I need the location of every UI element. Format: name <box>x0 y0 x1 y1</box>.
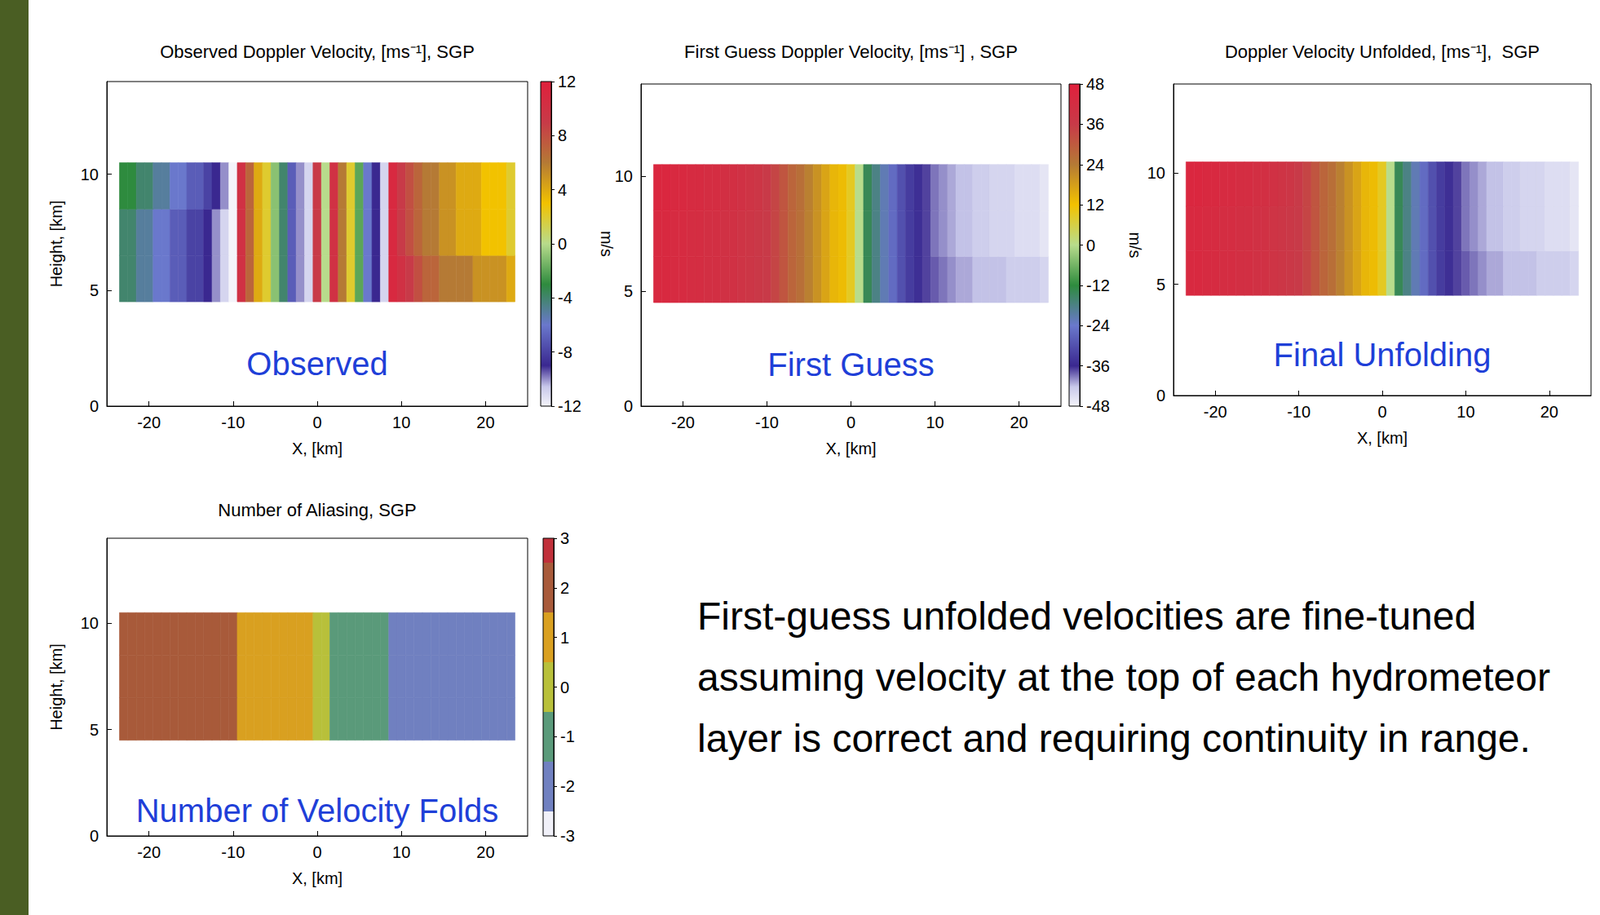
svg-text:20: 20 <box>476 413 495 432</box>
svg-text:3: 3 <box>560 529 570 548</box>
svg-text:0: 0 <box>312 413 322 432</box>
svg-text:-48: -48 <box>1086 397 1110 416</box>
svg-text:-12: -12 <box>1086 276 1110 295</box>
svg-text:-3: -3 <box>560 826 575 845</box>
svg-text:10: 10 <box>1456 402 1475 421</box>
svg-text:48: 48 <box>1086 75 1105 93</box>
svg-text:First Guess Doppler Velocity,: First Guess Doppler Velocity, [ms⁻¹] , S… <box>684 41 1018 62</box>
svg-text:-36: -36 <box>1086 357 1110 376</box>
svg-text:5: 5 <box>623 282 633 301</box>
svg-text:-20: -20 <box>137 413 161 432</box>
svg-text:-4: -4 <box>557 288 573 307</box>
svg-text:10: 10 <box>80 165 99 184</box>
svg-text:0: 0 <box>623 397 633 416</box>
svg-text:0: 0 <box>89 397 99 416</box>
svg-text:10: 10 <box>925 413 944 432</box>
svg-text:-10: -10 <box>220 413 245 432</box>
svg-text:1: 1 <box>560 628 570 647</box>
svg-text:X, [km]: X, [km] <box>291 439 343 458</box>
svg-text:12: 12 <box>1086 195 1105 214</box>
svg-text:10: 10 <box>392 413 411 432</box>
svg-text:-24: -24 <box>1086 316 1110 335</box>
svg-text:-8: -8 <box>557 343 573 362</box>
svg-text:X, [km]: X, [km] <box>825 439 876 458</box>
svg-text:-10: -10 <box>220 843 245 862</box>
svg-text:-12: -12 <box>557 397 582 416</box>
svg-text:m/s: m/s <box>597 230 616 257</box>
svg-text:4: 4 <box>557 181 567 199</box>
svg-text:Height, [km]: Height, [km] <box>47 643 66 731</box>
svg-text:36: 36 <box>1086 114 1105 133</box>
svg-text:5: 5 <box>1156 275 1166 294</box>
svg-text:20: 20 <box>1540 402 1559 421</box>
svg-text:X, [km]: X, [km] <box>1356 428 1408 447</box>
svg-text:10: 10 <box>392 843 411 862</box>
svg-text:-20: -20 <box>1203 402 1228 421</box>
svg-text:Number of Aliasing, SGP: Number of Aliasing, SGP <box>217 499 416 521</box>
svg-text:0: 0 <box>846 413 856 432</box>
svg-text:10: 10 <box>80 614 99 633</box>
svg-text:-20: -20 <box>137 843 161 862</box>
svg-text:Observed: Observed <box>246 345 388 382</box>
svg-text:20: 20 <box>1009 413 1028 432</box>
svg-text:Number of Velocity Folds: Number of Velocity Folds <box>136 792 500 829</box>
svg-text:0: 0 <box>560 678 570 697</box>
svg-text:2: 2 <box>560 579 570 597</box>
svg-text:-20: -20 <box>671 413 695 432</box>
svg-text:0: 0 <box>1086 236 1096 255</box>
svg-text:-1: -1 <box>560 727 575 746</box>
svg-text:0: 0 <box>1156 386 1166 405</box>
svg-text:10: 10 <box>614 167 633 186</box>
svg-text:Doppler Velocity Unfolded, [ms: Doppler Velocity Unfolded, [ms⁻¹], SGP <box>1224 41 1540 62</box>
svg-text:0: 0 <box>557 234 567 253</box>
svg-text:Final Unfolding: Final Unfolding <box>1273 336 1492 373</box>
svg-text:Observed Doppler Velocity, [ms: Observed Doppler Velocity, [ms⁻¹], SGP <box>159 41 475 62</box>
svg-text:8: 8 <box>557 126 567 145</box>
svg-text:0: 0 <box>1377 402 1387 421</box>
svg-text:5: 5 <box>89 281 99 300</box>
svg-text:24: 24 <box>1086 155 1105 174</box>
svg-text:0: 0 <box>312 843 322 862</box>
svg-text:20: 20 <box>476 843 495 862</box>
svg-text:10: 10 <box>1147 163 1166 182</box>
svg-text:First Guess: First Guess <box>767 346 934 383</box>
svg-text:12: 12 <box>557 72 576 91</box>
svg-text:-10: -10 <box>755 413 779 432</box>
svg-text:Height, [km]: Height, [km] <box>47 200 66 288</box>
html-text:First-guess unfolded velocitie: First-guess unfolded velocities are fine… <box>697 594 1551 761</box>
svg-text:m/s: m/s <box>1126 231 1145 258</box>
svg-text:X, [km]: X, [km] <box>291 869 343 888</box>
svg-text:-10: -10 <box>1286 402 1311 421</box>
svg-text:0: 0 <box>89 826 99 845</box>
svg-text:5: 5 <box>89 720 99 739</box>
svg-text:-2: -2 <box>560 777 575 796</box>
